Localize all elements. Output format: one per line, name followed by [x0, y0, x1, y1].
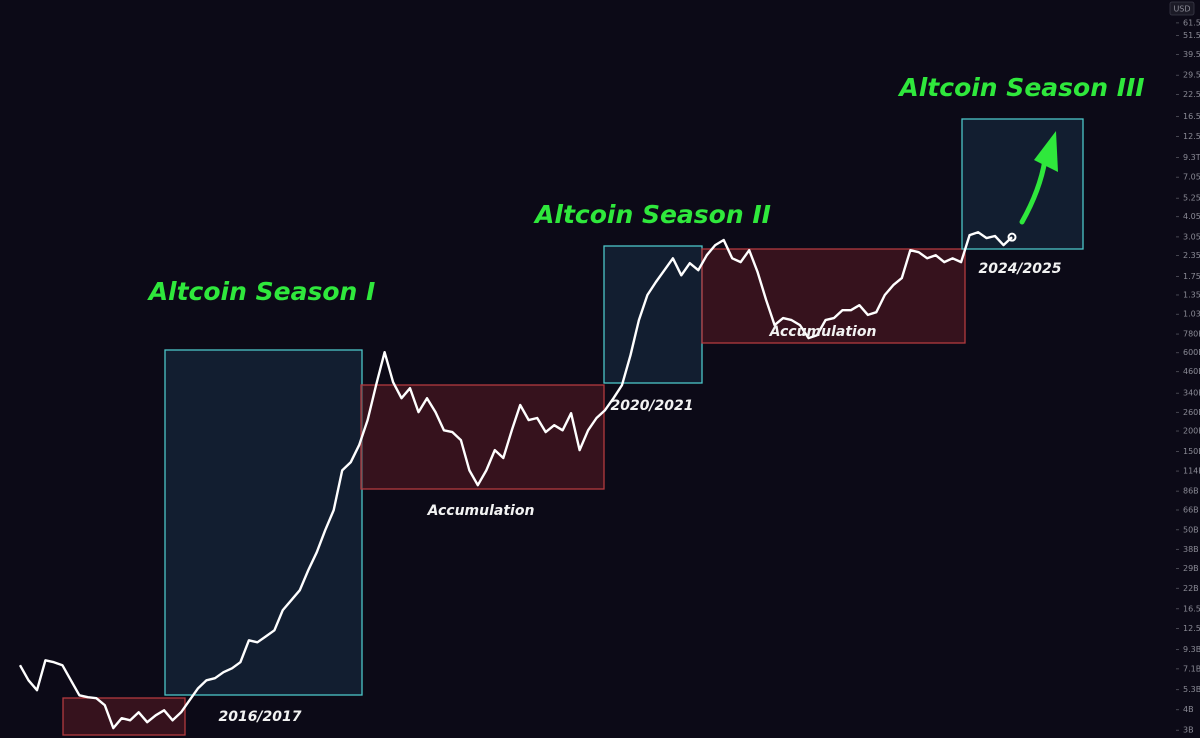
plot [18, 231, 1017, 730]
y-tick-label: 1.75T [1183, 272, 1200, 281]
axis-unit: USD [1173, 5, 1190, 14]
season-label: Altcoin Season I [147, 277, 376, 306]
season-label: Altcoin Season II [533, 200, 771, 229]
y-axis: 3B 4B 5.3B 7.1B 9.3B 12.5B 16.5B 22B 29B 38B 50B 66… [1176, 18, 1200, 735]
unit-badge [1169, 1, 1195, 16]
y-tick-label: 4B [1183, 705, 1194, 714]
y-tick-label: 7.1B [1183, 664, 1200, 673]
accumulation-label: Accumulation [769, 324, 877, 340]
up-arrow [1019, 131, 1058, 225]
y-tick-label: 22B [1183, 584, 1199, 593]
y-tick-label: 9.3B [1183, 645, 1200, 654]
y-tick-label: 780B [1183, 330, 1200, 339]
y-tick-label: 38B [1183, 545, 1199, 554]
period-label: 2024/2025 [978, 261, 1061, 277]
y-tick-label: 1.35T [1183, 290, 1200, 299]
y-tick-label: 39.5T [1183, 50, 1200, 59]
y-tick-label: 600B [1183, 348, 1200, 357]
last-price-dot [1007, 232, 1017, 242]
y-tick-label: 340B [1183, 389, 1200, 398]
y-tick-label: 66B [1183, 506, 1199, 515]
y-tick-label: 50B [1183, 525, 1199, 534]
y-tick-label: 16.5B [1183, 604, 1200, 613]
accumulation-label: Accumulation [427, 503, 535, 519]
y-tick-label: 61.5T [1183, 18, 1200, 27]
y-tick-label: 2.35T [1183, 251, 1200, 260]
y-tick-label: 12.5T [1183, 132, 1200, 141]
season-zone [164, 349, 363, 696]
arrow-shaft [1019, 157, 1048, 225]
y-tick-label: 150B [1183, 447, 1200, 456]
y-tick-label: 260B [1183, 408, 1200, 417]
y-tick-label: 5.3B [1183, 685, 1200, 694]
y-tick-label: 3.05T [1183, 232, 1200, 241]
y-tick-label: 7.05T [1183, 173, 1200, 182]
period-label: 2020/2021 [610, 398, 693, 414]
season-label: Altcoin Season III [897, 73, 1144, 102]
arrow-head [1034, 131, 1058, 172]
y-tick-label: 3B [1183, 726, 1194, 735]
y-tick-label: 51.5T [1183, 31, 1200, 40]
y-tick-label: 12.5B [1183, 624, 1200, 633]
y-tick-label: 1.03T [1183, 310, 1200, 319]
y-tick-label: 4.05T [1183, 212, 1200, 221]
y-tick-label: 200B [1183, 427, 1200, 436]
accumulation-zone [62, 697, 186, 736]
accumulation-zone [701, 248, 966, 344]
y-tick-label: 460B [1183, 367, 1200, 376]
y-tick-label: 29.5T [1183, 71, 1200, 80]
period-label: 2016/2017 [218, 709, 301, 725]
y-tick-label: 114B [1183, 467, 1200, 476]
price-line [18, 231, 1013, 730]
y-tick-label: 5.25T [1183, 194, 1200, 203]
y-tick-label: 86B [1183, 487, 1199, 496]
y-tick-label: 9.3T [1183, 153, 1200, 162]
y-tick-label: 16.5T [1183, 112, 1200, 121]
y-tick-label: 22.5T [1183, 90, 1200, 99]
accumulation-zone [360, 384, 605, 490]
y-tick-label: 29B [1183, 564, 1199, 573]
season-zone [961, 118, 1084, 250]
